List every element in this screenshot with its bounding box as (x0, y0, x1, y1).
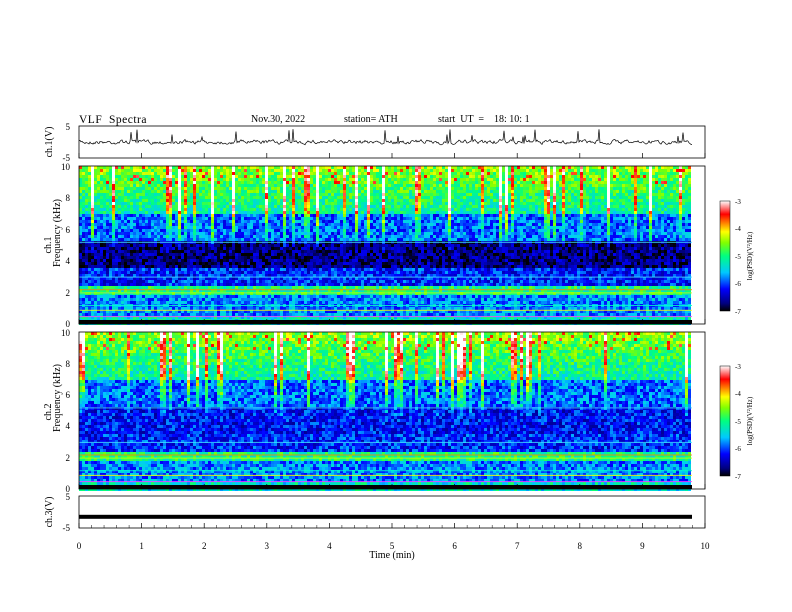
ch1-waveform-trace (79, 129, 692, 146)
x-tick-2: 2 (202, 541, 207, 551)
ch1-ytick-8: 8 (66, 193, 71, 203)
ch1-ylabel-frequency: Frequency (kHz) (52, 199, 63, 267)
x-tick-9: 9 (640, 541, 645, 551)
ch3-ytick-top: 5 (66, 492, 71, 502)
ch2-colorbar-tick-minus3: -3 (735, 363, 741, 371)
ch3-waveform-frame (78, 495, 706, 529)
ch1-ytick-4: 4 (66, 256, 71, 266)
date-label: Nov.30, 2022 (251, 114, 305, 125)
x-tick-7: 7 (515, 541, 520, 551)
ch1-ytick-top: 5 (66, 122, 71, 132)
ch2-ylabel-frequency: Frequency (kHz) (52, 364, 63, 432)
ch2-ylabel-channel: ch.2 (43, 404, 54, 421)
ch2-colorbar-tick-minus4: -4 (735, 390, 741, 398)
ch1-ytick-bottom: -5 (63, 153, 71, 163)
x-tick-3: 3 (265, 541, 270, 551)
ch1-ytick-10: 10 (61, 162, 71, 172)
ch2-colorbar-label: log(PSD)(V²/Hz) (746, 396, 754, 445)
ch1-colorbar-tick-minus7: -7 (735, 308, 741, 316)
station-label: station= ATH (344, 114, 398, 125)
chart-title: VLF Spectra (79, 114, 147, 126)
ch1-colorbar (719, 200, 731, 312)
x-axis-tick-marks (78, 153, 706, 528)
ch2-ytick-2: 2 (66, 453, 71, 463)
ch2-colorbar-tick-minus5: -5 (735, 418, 741, 426)
ch2-spectrogram-image (79, 332, 692, 491)
start-time-label: start UT = 18: 10: 1 (438, 114, 530, 125)
ch2-ytick-0: 0 (66, 484, 71, 494)
ch1-ytick-0: 0 (66, 319, 71, 329)
x-tick-5: 5 (390, 541, 395, 551)
ch1-colorbar-tick-minus6: -6 (735, 280, 741, 288)
ch1-colorbar-tick-minus3: -3 (735, 198, 741, 206)
ch3-ytick-bottom: -5 (63, 523, 71, 533)
x-tick-4: 4 (327, 541, 332, 551)
x-tick-1: 1 (139, 541, 144, 551)
x-tick-8: 8 (578, 541, 583, 551)
ch1-spectrogram-panel: 0 2 4 6 8 10 ch.1 Frequency (kHz) -3 -4 … (43, 162, 754, 329)
x-axis: 0 1 2 3 4 5 6 7 8 9 10 Time (min) (77, 153, 710, 561)
x-tick-6: 6 (452, 541, 457, 551)
ch1-ytick-2: 2 (66, 288, 71, 298)
ch2-colorbar-tick-minus7: -7 (735, 473, 741, 481)
ch2-ytick-4: 4 (66, 421, 71, 431)
ch1-spectrogram-image (79, 166, 692, 325)
ch1-ytick-6: 6 (66, 225, 71, 235)
ch1-colorbar-tick-minus4: -4 (735, 225, 741, 233)
ch3-waveform-panel: 5 -5 ch.3(V) (44, 492, 706, 533)
ch2-ytick-8: 8 (66, 359, 71, 369)
ch2-ytick-6: 6 (66, 390, 71, 400)
ch2-spectrogram-panel: 0 2 4 6 8 10 ch.2 Frequency (kHz) -3 -4 … (43, 328, 754, 494)
x-tick-10: 10 (701, 541, 711, 551)
ch2-colorbar-tick-minus6: -6 (735, 445, 741, 453)
ch1-colorbar-label: log(PSD)(V²/Hz) (746, 231, 754, 280)
ch2-colorbar (719, 365, 731, 477)
ch3-waveform-trace (79, 514, 692, 519)
ch3-ylabel: ch.3(V) (44, 497, 55, 528)
ch1-colorbar-tick-minus5: -5 (735, 253, 741, 261)
ch1-waveform-panel: 5 -5 ch.1(V) (44, 122, 706, 163)
ch1-ylabel-channel: ch.1 (43, 237, 54, 254)
ch1-ylabel: ch.1(V) (44, 127, 55, 158)
x-axis-label: Time (min) (369, 550, 414, 561)
x-tick-0: 0 (77, 541, 82, 551)
ch2-ytick-10: 10 (61, 328, 71, 338)
